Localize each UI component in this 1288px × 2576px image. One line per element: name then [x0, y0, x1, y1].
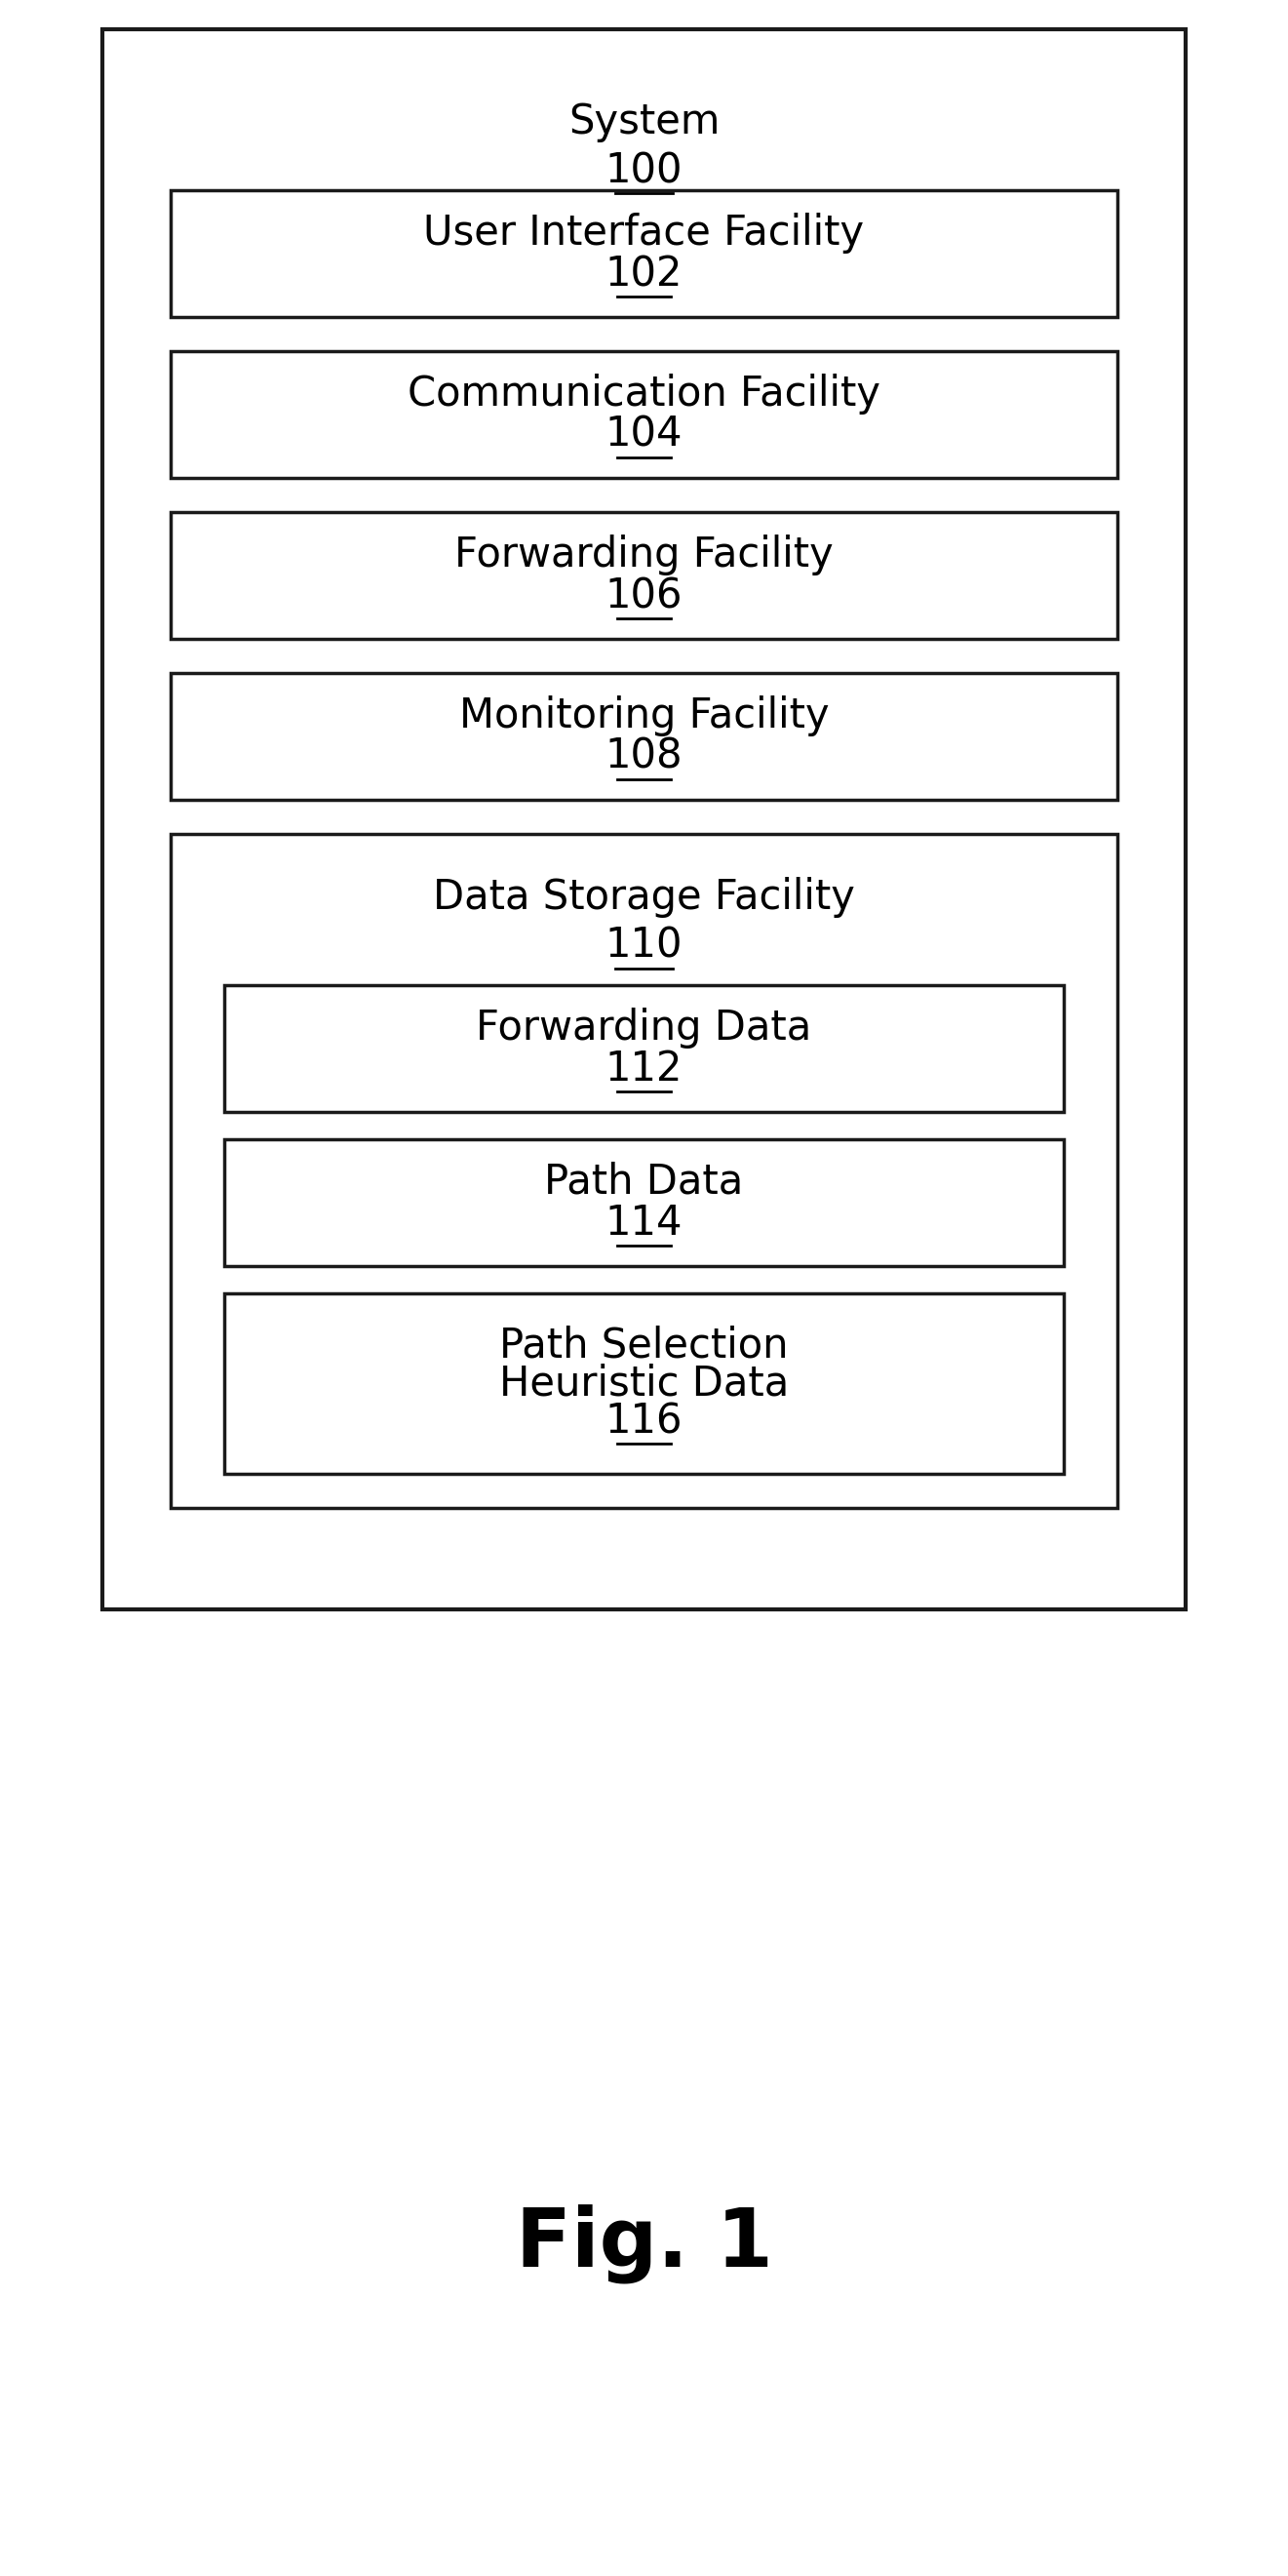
Text: Path Data: Path Data [545, 1162, 743, 1203]
Text: 114: 114 [605, 1203, 683, 1244]
Bar [231, 992, 1069, 1118]
Text: Forwarding Data: Forwarding Data [477, 1007, 811, 1048]
Text: Heuristic Data: Heuristic Data [498, 1363, 790, 1404]
Text: User Interface Facility: User Interface Facility [424, 214, 864, 252]
Bar [224, 1293, 1064, 1473]
Text: Data Storage Facility: Data Storage Facility [433, 876, 855, 917]
Text: 108: 108 [605, 737, 683, 778]
Text: 112: 112 [605, 1048, 683, 1090]
Bar [102, 28, 1186, 1610]
Text: 104: 104 [605, 415, 683, 456]
Bar [176, 196, 1123, 322]
Text: System: System [568, 100, 720, 142]
Bar [231, 1146, 1069, 1273]
Bar [170, 191, 1118, 317]
Text: Monitoring Facility: Monitoring Facility [459, 696, 829, 737]
Bar [170, 350, 1118, 479]
Text: 106: 106 [605, 574, 683, 616]
Text: Forwarding Facility: Forwarding Facility [455, 533, 833, 574]
Bar [170, 672, 1118, 799]
Text: 102: 102 [605, 252, 683, 294]
Text: Fig. 1: Fig. 1 [515, 2202, 773, 2282]
Text: Communication Facility: Communication Facility [407, 374, 881, 415]
Bar [224, 1139, 1064, 1265]
Text: Path Selection: Path Selection [500, 1324, 788, 1365]
Text: 116: 116 [605, 1401, 683, 1443]
Text: 100: 100 [605, 149, 683, 191]
Bar [170, 513, 1118, 639]
Bar [176, 840, 1123, 1515]
Bar [170, 835, 1118, 1507]
Bar [176, 518, 1123, 644]
Text: 110: 110 [605, 925, 683, 966]
Bar [176, 358, 1123, 484]
Bar [224, 984, 1064, 1113]
Bar [176, 680, 1123, 806]
Bar [231, 1298, 1069, 1479]
